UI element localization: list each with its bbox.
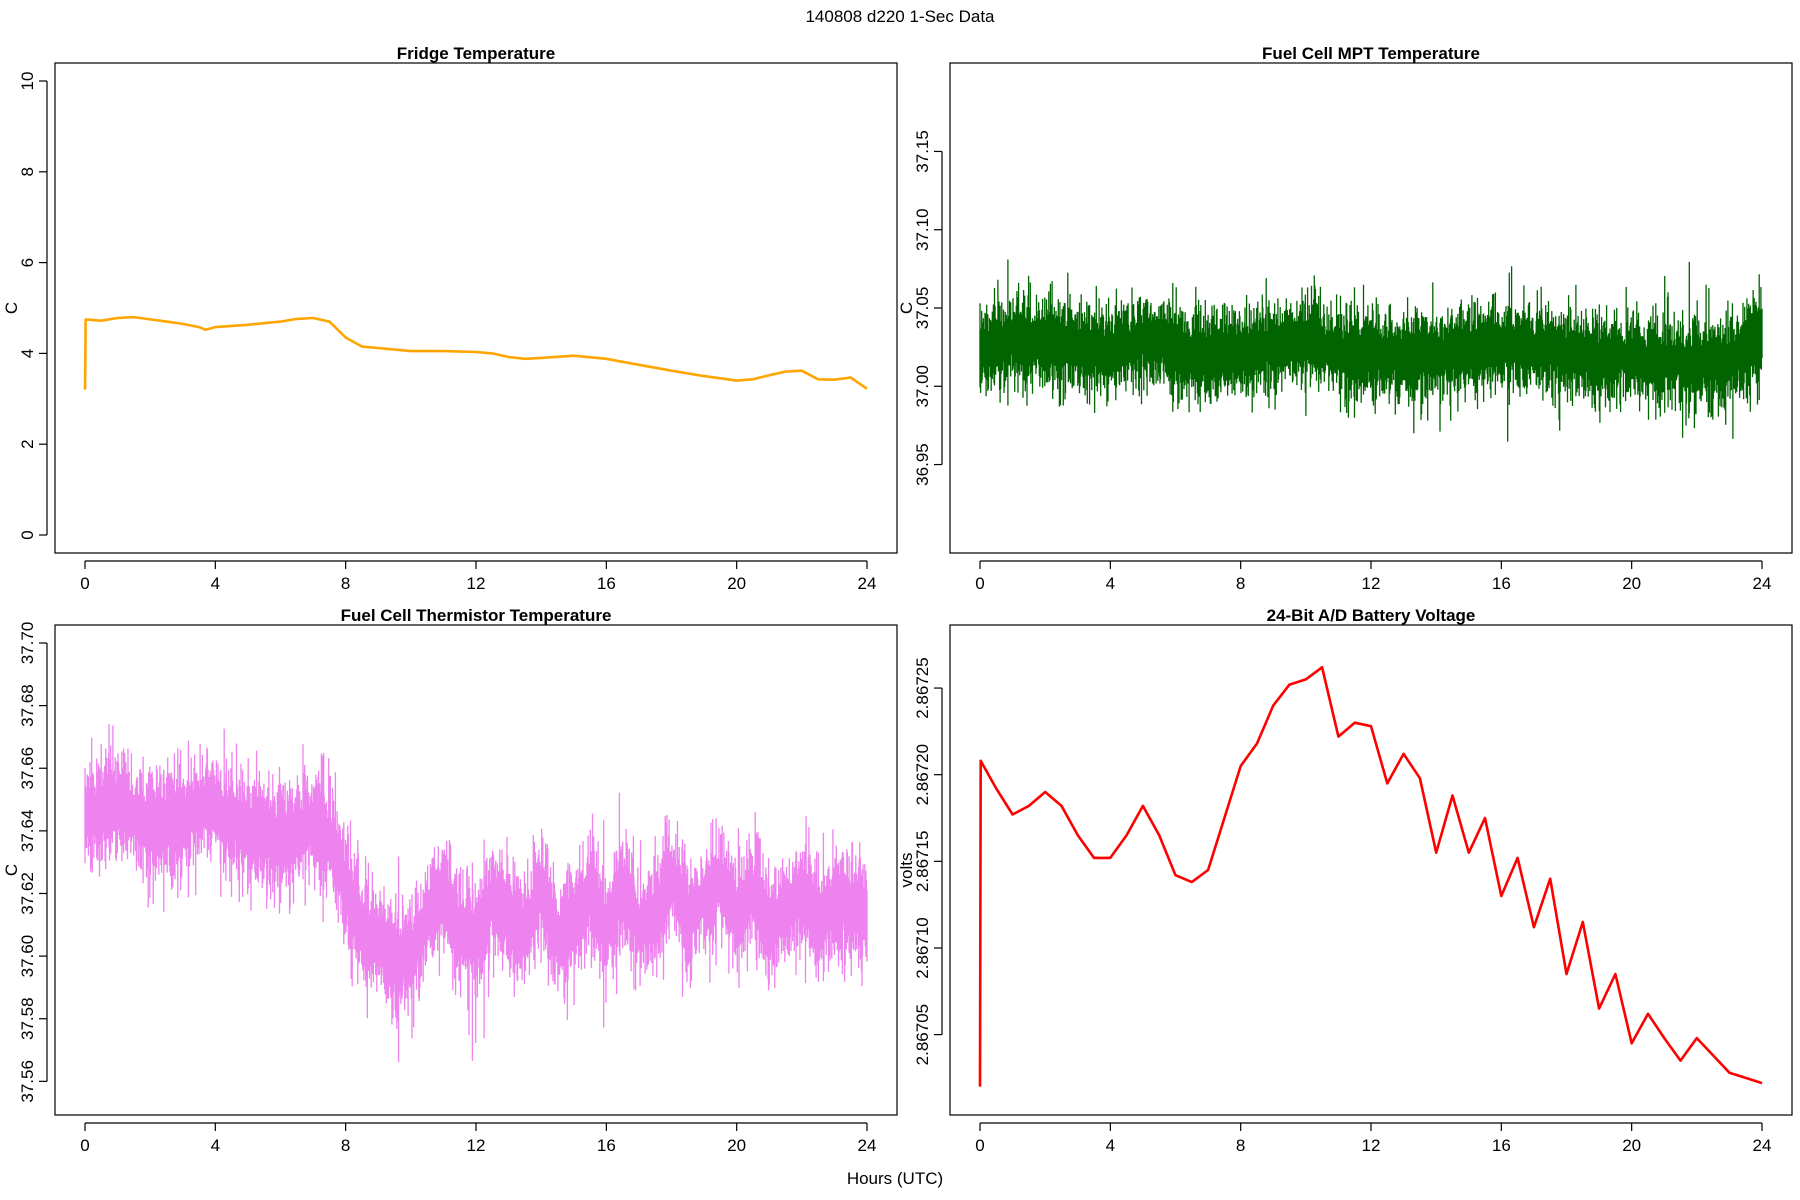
y-tick-label: 37.58 xyxy=(18,997,37,1040)
x-tick-label: 0 xyxy=(975,574,984,593)
x-tick-label: 16 xyxy=(1492,574,1511,593)
data-series-line xyxy=(978,666,1763,1087)
y-tick-label: 2.86720 xyxy=(913,744,932,805)
x-tick-label: 12 xyxy=(1362,1136,1381,1155)
plot-frame xyxy=(54,62,898,554)
y-tick-label: 4 xyxy=(18,349,37,358)
plot-frame xyxy=(54,624,898,1116)
y-tick-label: 2.86705 xyxy=(913,1004,932,1065)
plot-frame xyxy=(949,62,1793,554)
x-tick-label: 20 xyxy=(727,1136,746,1155)
panel-title: Fuel Cell Thermistor Temperature xyxy=(341,606,612,625)
x-tick-label: 20 xyxy=(1622,574,1641,593)
y-tick-label: 2.86715 xyxy=(913,831,932,892)
y-tick-label: 2.86710 xyxy=(913,917,932,978)
x-tick-label: 8 xyxy=(341,574,350,593)
y-tick-label: 37.60 xyxy=(18,935,37,978)
x-tick-label: 20 xyxy=(1622,1136,1641,1155)
shared-x-axis-label: Hours (UTC) xyxy=(847,1169,943,1188)
x-tick-label: 12 xyxy=(1362,574,1381,593)
panel-title: Fuel Cell MPT Temperature xyxy=(1262,44,1480,63)
y-tick-label: 37.68 xyxy=(18,684,37,727)
data-series-band xyxy=(979,259,1763,442)
y-tick-label: 6 xyxy=(18,258,37,267)
x-tick-label: 4 xyxy=(211,1136,220,1155)
y-tick-label: 37.10 xyxy=(913,208,932,251)
x-tick-label: 4 xyxy=(1106,574,1115,593)
x-tick-label: 16 xyxy=(1492,1136,1511,1155)
y-tick-label: 37.66 xyxy=(18,747,37,790)
x-tick-label: 24 xyxy=(858,574,877,593)
x-tick-label: 0 xyxy=(80,1136,89,1155)
y-tick-label: 2 xyxy=(18,439,37,448)
x-tick-label: 24 xyxy=(858,1136,877,1155)
chart-panel-2: Fuel Cell MPT Temperature C 0 4 8 12 16 20 24 36.… xyxy=(897,44,1793,593)
y-tick-label: 37.00 xyxy=(913,365,932,408)
x-tick-label: 16 xyxy=(597,574,616,593)
data-series-band xyxy=(84,724,868,1063)
x-tick-label: 20 xyxy=(727,574,746,593)
y-tick-label: 37.64 xyxy=(18,810,37,853)
y-axis-label: C xyxy=(897,302,916,314)
y-tick-label: 2.86725 xyxy=(913,657,932,718)
y-axis-label: C xyxy=(2,302,21,314)
y-tick-label: 37.70 xyxy=(18,622,37,665)
x-tick-label: 24 xyxy=(1753,574,1772,593)
x-tick-label: 16 xyxy=(597,1136,616,1155)
x-tick-label: 0 xyxy=(975,1136,984,1155)
x-tick-label: 8 xyxy=(341,1136,350,1155)
panel-title: 24-Bit A/D Battery Voltage xyxy=(1267,606,1476,625)
x-tick-label: 8 xyxy=(1236,1136,1245,1155)
y-tick-label: 37.05 xyxy=(913,287,932,330)
y-tick-label: 8 xyxy=(18,167,37,176)
figure-title: 140808 d220 1-Sec Data xyxy=(805,7,995,26)
chart-panel-3: Fuel Cell Thermistor Temperature C 0 4 8 12 16… xyxy=(2,606,898,1155)
y-axis-label: C xyxy=(2,864,21,876)
y-tick-label: 37.15 xyxy=(913,130,932,173)
chart-panel-4: 24-Bit A/D Battery Voltage volts 0 4 8 12 16 20… xyxy=(897,606,1793,1155)
y-axis-label: volts xyxy=(897,853,916,888)
x-tick-label: 24 xyxy=(1753,1136,1772,1155)
x-tick-label: 4 xyxy=(1106,1136,1115,1155)
data-series-line xyxy=(83,315,868,390)
x-tick-label: 8 xyxy=(1236,574,1245,593)
plot-frame xyxy=(949,624,1793,1116)
x-tick-label: 0 xyxy=(80,574,89,593)
panel-title: Fridge Temperature xyxy=(397,44,555,63)
y-tick-label: 36.95 xyxy=(913,443,932,486)
x-tick-label: 12 xyxy=(467,574,486,593)
y-tick-label: 10 xyxy=(18,72,37,91)
y-tick-label: 0 xyxy=(18,530,37,539)
y-tick-label: 37.56 xyxy=(18,1060,37,1103)
y-tick-label: 37.62 xyxy=(18,872,37,915)
x-tick-label: 12 xyxy=(467,1136,486,1155)
x-tick-label: 4 xyxy=(211,574,220,593)
